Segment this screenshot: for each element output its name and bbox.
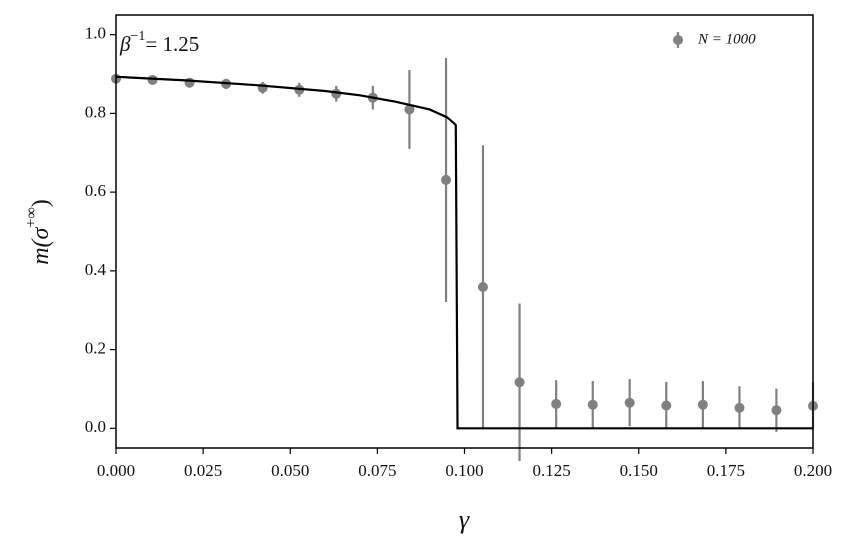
point: [734, 402, 745, 413]
y-tick-label: 0.4: [85, 260, 107, 279]
point: [477, 282, 488, 293]
annotation-sup: −1: [130, 29, 145, 44]
point: [551, 398, 562, 409]
x-axis-label: γ: [459, 505, 470, 534]
point: [587, 399, 598, 410]
annotation-base: β: [119, 32, 131, 56]
point: [697, 399, 708, 410]
y-tick-label: 0.2: [85, 338, 106, 357]
plot-frame: [115, 14, 814, 449]
legend-marker: [673, 35, 683, 45]
x-tick-label: 0.050: [271, 461, 309, 480]
x-tick-label: 0.150: [620, 461, 658, 480]
point: [184, 77, 195, 88]
y-tick-label: 0.0: [85, 417, 106, 436]
point: [661, 400, 672, 411]
x-tick-label: 0.000: [97, 461, 135, 480]
annotation: β−1= 1.25: [119, 29, 199, 56]
y-tick-label: 0.6: [85, 181, 106, 200]
point: [624, 397, 635, 408]
legend-label: N = 1000: [697, 31, 756, 47]
x-tick-label: 0.125: [533, 461, 571, 480]
y-axis-label-end: ): [28, 199, 54, 207]
x-tick-label: 0.075: [358, 461, 396, 480]
y-tick-label: 0.8: [85, 102, 106, 121]
x-tick-label: 0.100: [445, 461, 483, 480]
y-axis-label-base: m(σ: [28, 226, 54, 264]
line: [115, 75, 813, 430]
point: [441, 174, 452, 185]
x-tick-label: 0.175: [707, 461, 745, 480]
y-axis-label-sup: +∞: [23, 207, 40, 227]
point: [147, 74, 158, 85]
point: [404, 104, 415, 115]
x-tick-label: 0.025: [184, 461, 222, 480]
y-tick-label: 1.0: [85, 24, 106, 43]
y-axis-label: m(σ+∞): [23, 199, 54, 265]
x-tick-label: 0.200: [794, 461, 832, 480]
point: [514, 377, 525, 388]
annotation-end: = 1.25: [145, 32, 199, 56]
point: [771, 405, 782, 416]
